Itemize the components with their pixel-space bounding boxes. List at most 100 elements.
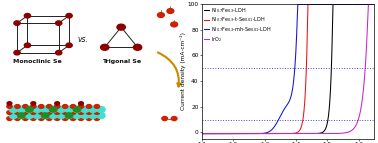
Circle shape bbox=[18, 113, 25, 118]
Ni$_{0.7}$Fe$_{0.3}$-t-Se$_{0.01}$-LDH bbox=[200, 133, 204, 134]
Circle shape bbox=[49, 113, 57, 119]
Circle shape bbox=[25, 107, 34, 112]
Circle shape bbox=[94, 105, 99, 108]
Ni$_{0.7}$Fe$_{0.3}$-LDH bbox=[220, 133, 224, 134]
Circle shape bbox=[7, 117, 12, 120]
Circle shape bbox=[31, 102, 36, 105]
Circle shape bbox=[70, 105, 76, 108]
Circle shape bbox=[62, 111, 68, 114]
Circle shape bbox=[33, 107, 42, 112]
Circle shape bbox=[73, 107, 81, 112]
Y-axis label: Current density (mA·cm⁻²): Current density (mA·cm⁻²) bbox=[180, 32, 186, 111]
Circle shape bbox=[25, 113, 34, 119]
Circle shape bbox=[23, 111, 28, 114]
Circle shape bbox=[70, 111, 76, 114]
Circle shape bbox=[15, 105, 20, 108]
Circle shape bbox=[33, 113, 42, 119]
Ni$_{0.7}$Fe$_{0.3}$-t-Se$_{0.01}$-LDH bbox=[372, 3, 376, 5]
Circle shape bbox=[66, 13, 72, 18]
Ni$_{0.7}$Fe$_{0.3}$-mh-Se$_{0.01}$-LDH bbox=[296, 3, 300, 5]
Ni$_{0.7}$Fe$_{0.3}$-mh-Se$_{0.01}$-LDH bbox=[220, 133, 224, 134]
Circle shape bbox=[117, 24, 125, 30]
Circle shape bbox=[162, 117, 167, 121]
Circle shape bbox=[54, 117, 60, 120]
Circle shape bbox=[17, 107, 26, 112]
Ni$_{0.7}$Fe$_{0.3}$-t-Se$_{0.01}$-LDH bbox=[273, 133, 278, 134]
Ni$_{0.7}$Fe$_{0.3}$-t-Se$_{0.01}$-LDH bbox=[230, 133, 234, 134]
FancyArrowPatch shape bbox=[158, 52, 181, 87]
Circle shape bbox=[65, 107, 73, 112]
Circle shape bbox=[62, 105, 68, 108]
Circle shape bbox=[62, 117, 68, 120]
Circle shape bbox=[41, 107, 50, 112]
Circle shape bbox=[7, 105, 12, 108]
Circle shape bbox=[94, 111, 99, 114]
Circle shape bbox=[31, 111, 36, 114]
Ni$_{0.7}$Fe$_{0.3}$-mh-Se$_{0.01}$-LDH bbox=[230, 133, 234, 134]
Circle shape bbox=[9, 113, 18, 119]
Circle shape bbox=[26, 107, 33, 112]
Circle shape bbox=[94, 117, 99, 120]
Circle shape bbox=[78, 105, 84, 108]
Circle shape bbox=[49, 107, 57, 112]
IrO$_2$ bbox=[220, 133, 224, 134]
Circle shape bbox=[41, 113, 50, 119]
Circle shape bbox=[101, 44, 109, 50]
Circle shape bbox=[42, 113, 49, 118]
Circle shape bbox=[89, 113, 97, 119]
Ni$_{0.7}$Fe$_{0.3}$-LDH bbox=[200, 133, 204, 134]
Text: Monoclinic Se: Monoclinic Se bbox=[14, 59, 62, 64]
Circle shape bbox=[66, 43, 72, 47]
Line: Ni$_{0.7}$Fe$_{0.3}$-LDH: Ni$_{0.7}$Fe$_{0.3}$-LDH bbox=[202, 4, 374, 134]
Ni$_{0.7}$Fe$_{0.3}$-LDH bbox=[372, 3, 376, 5]
Circle shape bbox=[57, 107, 65, 112]
Circle shape bbox=[73, 113, 81, 119]
Ni$_{0.7}$Fe$_{0.3}$-mh-Se$_{0.01}$-LDH bbox=[266, 131, 270, 133]
IrO$_2$ bbox=[369, 3, 373, 5]
Circle shape bbox=[24, 43, 31, 47]
Circle shape bbox=[7, 111, 12, 114]
Circle shape bbox=[17, 113, 26, 119]
Circle shape bbox=[46, 111, 52, 114]
Circle shape bbox=[70, 117, 76, 120]
Circle shape bbox=[23, 105, 28, 108]
Circle shape bbox=[158, 13, 164, 17]
Circle shape bbox=[15, 117, 20, 120]
Circle shape bbox=[54, 111, 60, 114]
Ni$_{0.7}$Fe$_{0.3}$-LDH bbox=[350, 3, 355, 5]
Circle shape bbox=[31, 105, 36, 108]
IrO$_2$ bbox=[273, 133, 278, 134]
Ni$_{0.7}$Fe$_{0.3}$-mh-Se$_{0.01}$-LDH bbox=[369, 3, 373, 5]
Ni$_{0.7}$Fe$_{0.3}$-mh-Se$_{0.01}$-LDH bbox=[350, 3, 355, 5]
Ni$_{0.7}$Fe$_{0.3}$-LDH bbox=[331, 3, 335, 5]
Circle shape bbox=[78, 117, 84, 120]
Circle shape bbox=[14, 21, 20, 25]
Ni$_{0.7}$Fe$_{0.3}$-LDH bbox=[273, 133, 278, 134]
Line: Ni$_{0.7}$Fe$_{0.3}$-t-Se$_{0.01}$-LDH: Ni$_{0.7}$Fe$_{0.3}$-t-Se$_{0.01}$-LDH bbox=[202, 4, 374, 134]
Circle shape bbox=[81, 107, 89, 112]
Circle shape bbox=[46, 105, 52, 108]
Ni$_{0.7}$Fe$_{0.3}$-LDH bbox=[266, 133, 270, 134]
Circle shape bbox=[171, 117, 177, 121]
Circle shape bbox=[54, 105, 60, 108]
Ni$_{0.7}$Fe$_{0.3}$-mh-Se$_{0.01}$-LDH bbox=[200, 133, 204, 134]
Circle shape bbox=[46, 117, 52, 120]
Ni$_{0.7}$Fe$_{0.3}$-LDH bbox=[230, 133, 234, 134]
Ni$_{0.7}$Fe$_{0.3}$-t-Se$_{0.01}$-LDH bbox=[369, 3, 373, 5]
Circle shape bbox=[56, 21, 62, 25]
Legend: Ni$_{0.7}$Fe$_{0.3}$-LDH, Ni$_{0.7}$Fe$_{0.3}$-t-Se$_{0.01}$-LDH, Ni$_{0.7}$Fe$_: Ni$_{0.7}$Fe$_{0.3}$-LDH, Ni$_{0.7}$Fe$_… bbox=[203, 5, 272, 44]
Circle shape bbox=[86, 111, 91, 114]
Ni$_{0.7}$Fe$_{0.3}$-t-Se$_{0.01}$-LDH bbox=[350, 3, 355, 5]
Text: vs.: vs. bbox=[78, 35, 89, 44]
Circle shape bbox=[97, 107, 105, 112]
Ni$_{0.7}$Fe$_{0.3}$-t-Se$_{0.01}$-LDH bbox=[306, 3, 310, 5]
Circle shape bbox=[9, 107, 18, 112]
Circle shape bbox=[171, 22, 178, 27]
Circle shape bbox=[78, 111, 84, 114]
Circle shape bbox=[39, 111, 44, 114]
Circle shape bbox=[65, 113, 73, 118]
IrO$_2$ bbox=[372, 3, 376, 5]
Circle shape bbox=[167, 9, 174, 13]
Ni$_{0.7}$Fe$_{0.3}$-LDH bbox=[369, 3, 373, 5]
Circle shape bbox=[31, 117, 36, 120]
